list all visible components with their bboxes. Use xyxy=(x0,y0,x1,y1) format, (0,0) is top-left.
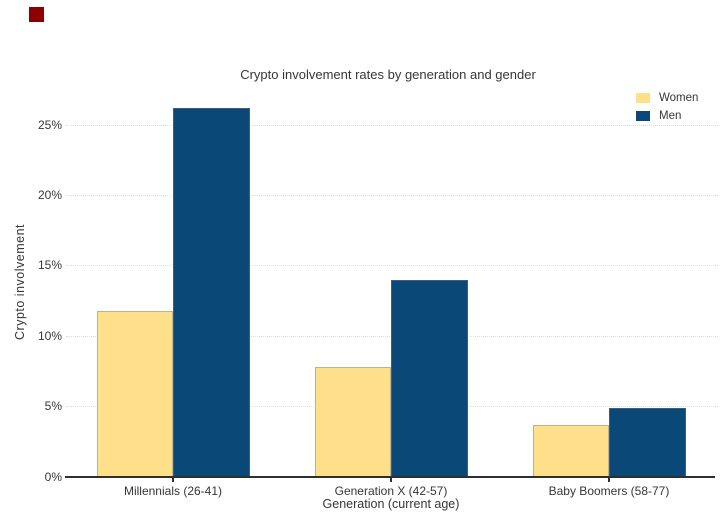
y-tick-label: 5% xyxy=(44,399,62,414)
x-tick-mark xyxy=(172,478,174,482)
bar-men-1 xyxy=(391,279,468,477)
bar-women-2 xyxy=(532,424,609,477)
x-tick-label: Millennials (26-41) xyxy=(123,484,223,498)
legend-item-men: Men xyxy=(636,107,698,125)
legend-swatch-men-icon xyxy=(636,111,650,121)
gridline xyxy=(66,124,718,126)
bar-men-2 xyxy=(609,408,686,477)
y-axis-title: Crypto involvement xyxy=(13,224,27,340)
legend-label-men: Men xyxy=(659,110,682,122)
x-tick-label: Baby Boomers (58-77) xyxy=(548,484,670,498)
recording-indicator-icon xyxy=(29,7,44,22)
y-tick-label: 0% xyxy=(44,469,62,484)
gridline xyxy=(66,195,718,197)
x-axis-title: Generation (current age) xyxy=(322,497,460,511)
chart-title: Crypto involvement rates by generation a… xyxy=(240,67,536,82)
bar-women-1 xyxy=(314,367,391,477)
bar-men-0 xyxy=(173,108,250,477)
legend-item-women: Women xyxy=(636,89,698,107)
y-tick-label: 25% xyxy=(37,117,62,132)
legend: Women Men xyxy=(636,89,698,125)
y-tick-label: 10% xyxy=(37,328,62,343)
x-tick-label: Generation X (42-57) xyxy=(334,484,448,498)
x-tick-mark xyxy=(390,478,392,482)
gridline xyxy=(66,265,718,267)
legend-label-women: Women xyxy=(659,92,699,104)
x-axis-line xyxy=(65,476,715,478)
bar-women-0 xyxy=(96,310,173,477)
legend-swatch-women-icon xyxy=(636,93,650,103)
y-tick-label: 20% xyxy=(37,188,62,203)
x-tick-mark xyxy=(608,478,610,482)
y-tick-label: 15% xyxy=(37,258,62,273)
